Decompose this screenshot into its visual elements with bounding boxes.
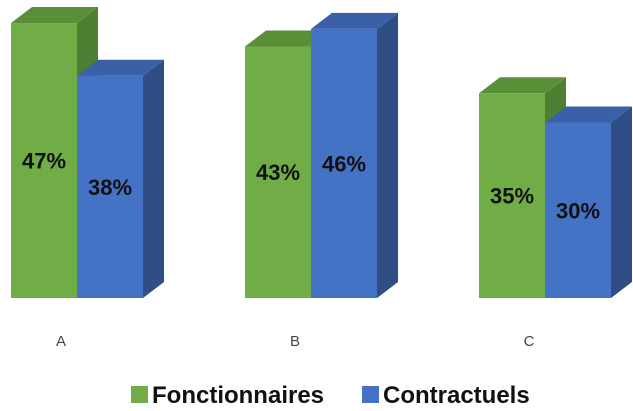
bar-contractuels-a	[77, 59, 164, 299]
category-label-a: A	[56, 333, 66, 350]
bar-contractuels-a-front	[77, 75, 143, 298]
data-label-fonctionnaires-b: 43%	[256, 160, 300, 185]
category-labels: A B C	[56, 333, 535, 350]
bar-contractuels-b-front	[311, 28, 377, 299]
legend-swatch-contractuels	[362, 386, 379, 403]
bar-contractuels-b-side	[377, 12, 398, 299]
category-label-b: B	[290, 333, 300, 350]
bar-contractuels-b	[311, 12, 398, 299]
data-label-fonctionnaires-a: 47%	[22, 149, 66, 174]
legend-swatch-fonctionnaires	[131, 386, 148, 403]
bar-contractuels-c-front	[545, 122, 611, 298]
bar-contractuels-a-top	[77, 59, 164, 76]
bar-contractuels-c-top	[545, 106, 632, 123]
bar-fonctionnaires-b-top	[245, 30, 332, 47]
bar-contractuels-c	[545, 106, 632, 298]
data-label-fonctionnaires-c: 35%	[490, 184, 534, 209]
bar-fonctionnaires-a-top	[11, 7, 98, 24]
bar-fonctionnaires-c-front	[479, 93, 545, 298]
bar-fonctionnaires-a-front	[11, 23, 77, 299]
data-label-contractuels-c: 30%	[556, 198, 600, 223]
bar-fonctionnaires-b-front	[245, 46, 311, 299]
bar-contractuels-a-side	[143, 59, 164, 299]
category-label-c: C	[524, 333, 535, 350]
legend-label-contractuels: Contractuels	[383, 382, 530, 409]
legend-label-fonctionnaires: Fonctionnaires	[152, 382, 324, 409]
data-label-contractuels-a: 38%	[88, 175, 132, 200]
bar-fonctionnaires-c-top	[479, 77, 566, 94]
legend: Fonctionnaires Contractuels	[131, 382, 530, 409]
bar-contractuels-c-side	[611, 106, 632, 298]
bar-contractuels-b-top	[311, 12, 398, 29]
data-label-contractuels-b: 46%	[322, 151, 366, 176]
bars-group: 47% 38% 43% 46% 35% 30%	[11, 7, 632, 299]
